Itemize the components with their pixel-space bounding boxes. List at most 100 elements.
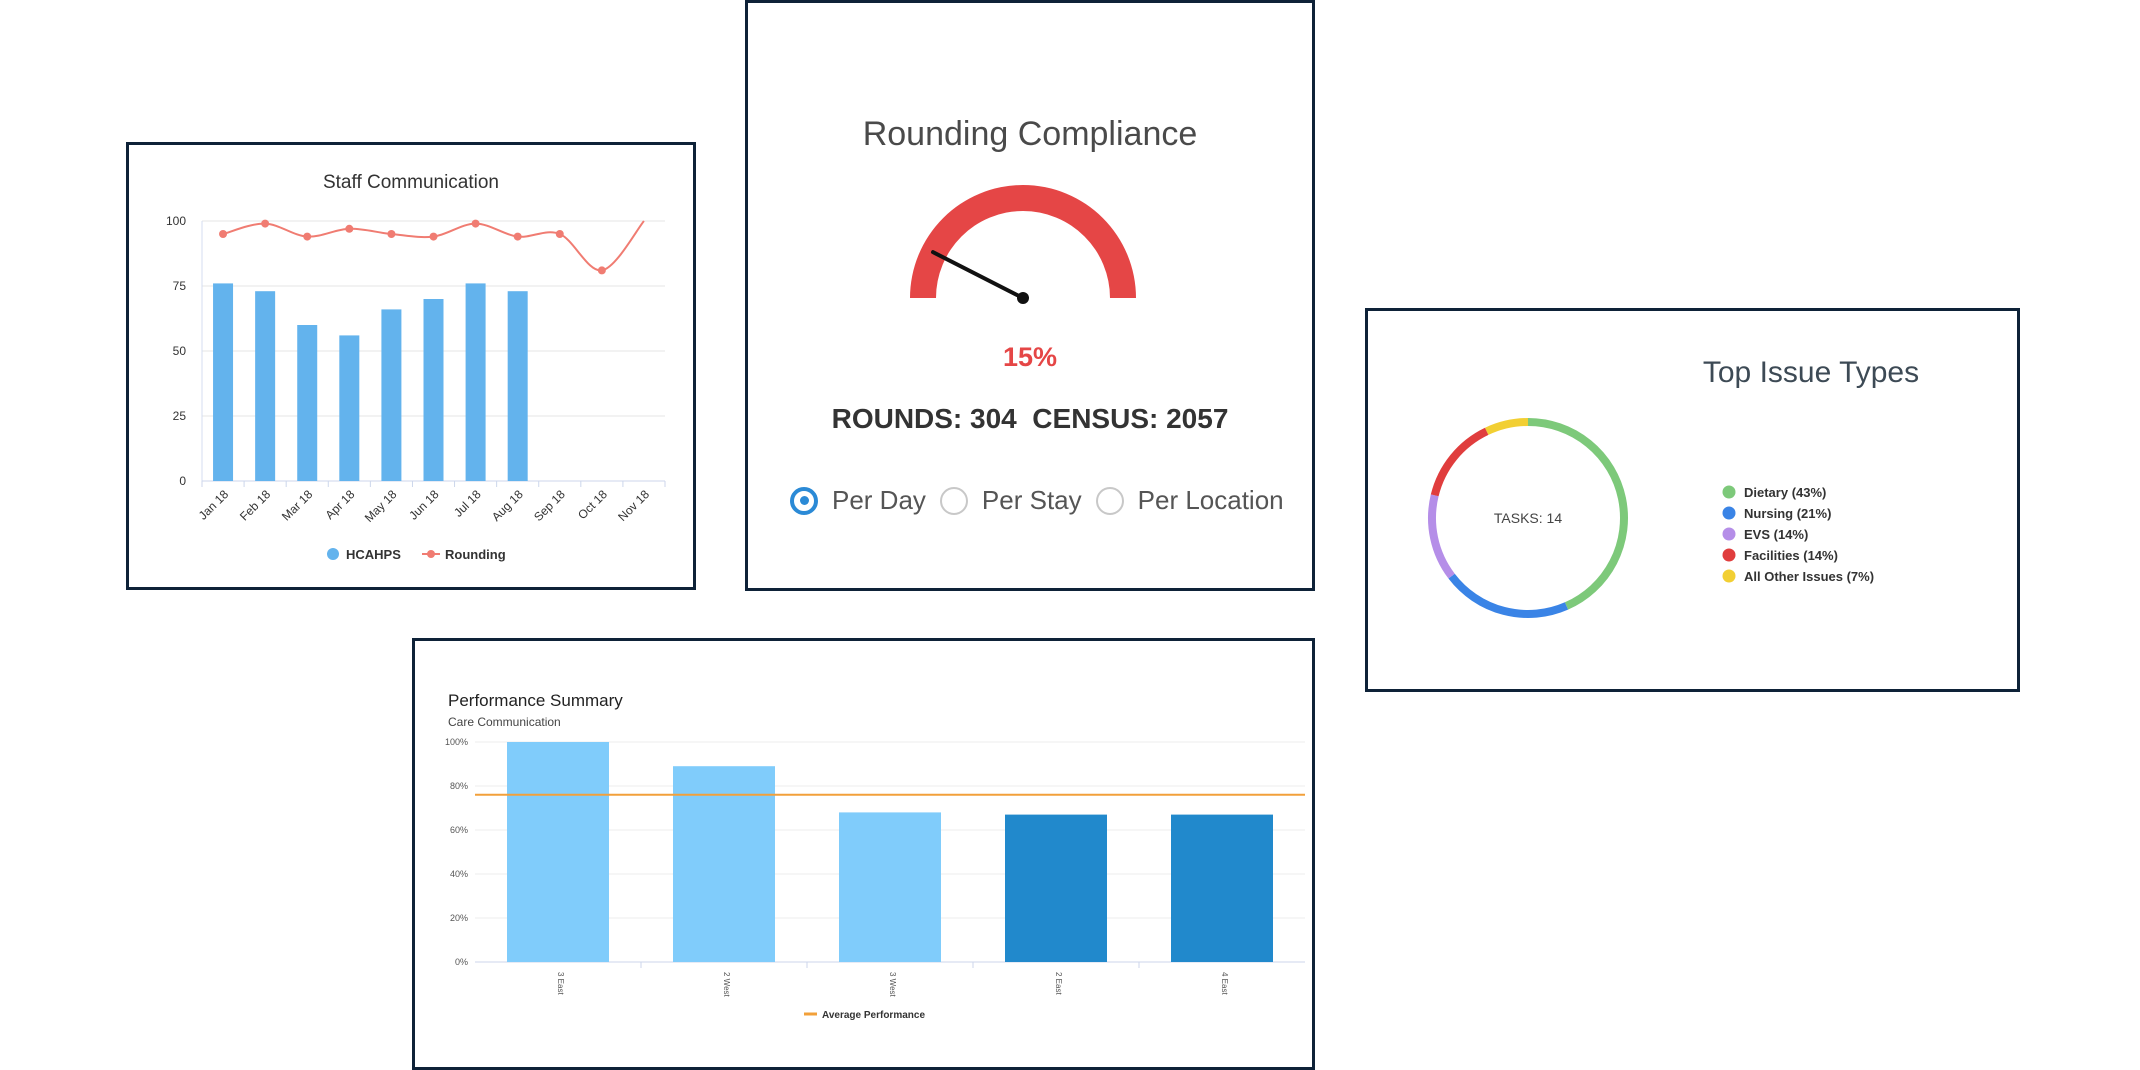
rounding-compliance-card: Rounding Compliance 15% ROUNDS: 304 CENS… — [745, 0, 1315, 591]
donut-slice — [1430, 427, 1489, 497]
perf-x-tick-label: 4 East — [1220, 972, 1229, 995]
perf-bar — [839, 812, 941, 962]
hcahps-bar — [255, 291, 276, 481]
rounding-legend-label: Rounding — [445, 547, 506, 562]
perf-y-tick-label: 80% — [450, 781, 468, 791]
hcahps-legend-label: HCAHPS — [346, 547, 401, 562]
gauge-needle-hub — [1017, 292, 1029, 304]
issue-legend-label: All Other Issues (7%) — [1744, 569, 1874, 584]
perf-x-tick-label: 3 East — [556, 972, 565, 995]
staff-x-tick-label: Apr 18 — [323, 487, 358, 522]
hcahps-bar — [381, 309, 402, 481]
issue-legend-marker — [1722, 527, 1736, 541]
issue-legend-label: Nursing (21%) — [1744, 506, 1831, 521]
staff-y-tick-label: 100 — [166, 214, 186, 228]
issue-legend-label: EVS (14%) — [1744, 527, 1808, 542]
staff-y-tick-label: 0 — [179, 474, 186, 488]
performance-chart: 0% 20% 40% 60% 80% 100% 3 East 2 West 3 West 2 Ea… — [445, 737, 1305, 1021]
per-location-label: Per Location — [1137, 485, 1284, 515]
issue-legend-marker — [1722, 569, 1736, 583]
perf-y-tick-label: 0% — [455, 957, 468, 967]
perf-bar — [507, 742, 609, 962]
perf-y-tick-label: 60% — [450, 825, 468, 835]
perf-y-tick-label: 40% — [450, 869, 468, 879]
staff-x-tick-label: Sep 18 — [531, 487, 568, 524]
rounding-point — [261, 219, 270, 228]
perf-x-tick-label: 3 West — [888, 972, 897, 998]
hcahps-bar — [297, 325, 318, 481]
rounding-percent: 15% — [1002, 342, 1058, 372]
hcahps-bar — [339, 335, 360, 481]
gauge-arc — [910, 185, 1136, 298]
average-legend-label: Average Performance — [822, 1010, 925, 1021]
donut-slice — [1485, 418, 1529, 435]
rounding-point — [471, 219, 480, 228]
rounding-point — [303, 232, 312, 241]
staff-communication-chart: 0 25 50 75 100 Jan 18 Feb 18 Mar 18 Apr 18 May 18… — [166, 214, 666, 562]
rounding-point — [555, 230, 564, 238]
staff-x-tick-label: Jan 18 — [196, 487, 232, 523]
issue-legend-label: Facilities (14%) — [1744, 548, 1838, 563]
donut-slice — [1448, 573, 1569, 618]
issue-legend-marker — [1722, 548, 1736, 562]
staff-x-tick-label: Feb 18 — [237, 487, 274, 524]
perf-subtitle: Care Communication — [448, 715, 561, 729]
per-stay-label: Per Stay — [981, 485, 1082, 515]
staff-y-tick-label: 50 — [173, 344, 187, 358]
staff-chart-title: Staff Communication — [322, 172, 499, 193]
staff-x-tick-label: Mar 18 — [279, 487, 316, 524]
rounding-point — [429, 232, 438, 241]
hcahps-bar — [507, 291, 528, 481]
donut-slice — [1527, 418, 1628, 610]
rounding-gauge — [910, 185, 1136, 304]
staff-x-tick-label: Jun 18 — [406, 487, 442, 523]
gauge-needle — [931, 250, 1025, 300]
donut-center-label: TASKS: 14 — [1494, 510, 1562, 526]
staff-x-tick-label: May 18 — [362, 487, 400, 525]
rounding-period-options: Per Day Per Stay Per Location — [790, 485, 1298, 516]
rounding-point — [513, 232, 522, 241]
rounding-line — [222, 220, 645, 272]
performance-summary-card: Performance Summary Care Communication 0… — [412, 638, 1315, 1070]
per-location-radio[interactable] — [1095, 486, 1124, 515]
issue-legend-label: Dietary (43%) — [1744, 485, 1826, 500]
staff-communication-card: Staff Communication 0 25 50 75 100 Jan 18 Feb … — [126, 142, 696, 590]
per-stay-radio[interactable] — [939, 486, 968, 515]
staff-x-tick-label: Oct 18 — [575, 487, 610, 522]
staff-y-tick-label: 75 — [173, 279, 187, 293]
perf-x-tick-label: 2 East — [1054, 972, 1063, 995]
perf-y-tick-label: 20% — [450, 913, 468, 923]
issues-title: Top Issue Types — [1702, 356, 1920, 389]
staff-x-tick-label: Nov 18 — [615, 487, 652, 524]
per-day-option[interactable]: Per Day — [790, 485, 926, 516]
issue-donut-chart: TASKS: 14 Dietary (43%) Nursing (21%) EVS (… — [1428, 418, 1874, 618]
perf-bar — [673, 766, 775, 962]
rounding-point — [219, 230, 228, 238]
perf-bar — [1171, 814, 1273, 962]
top-issue-types-card: Top Issue Types TASKS: 14 Dietary (43%) Nu… — [1365, 308, 2020, 692]
hcahps-bar — [465, 283, 486, 481]
staff-x-tick-label: Aug 18 — [489, 487, 526, 524]
per-day-radio[interactable] — [790, 486, 818, 515]
hcahps-legend-marker — [327, 548, 339, 560]
rounding-legend-marker — [427, 550, 435, 558]
staff-y-tick-label: 25 — [173, 409, 187, 423]
rounding-stats: ROUNDS: 304 CENSUS: 2057 — [831, 403, 1229, 434]
per-stay-option[interactable]: Per Stay — [939, 485, 1082, 516]
hcahps-bar — [423, 299, 444, 481]
issue-legend-marker — [1722, 485, 1736, 499]
rounding-point — [387, 230, 396, 238]
perf-bar — [1005, 814, 1107, 962]
donut-slice — [1428, 494, 1455, 579]
per-day-label: Per Day — [832, 485, 926, 515]
per-location-option[interactable]: Per Location — [1095, 485, 1284, 516]
staff-x-tick-label: Jul 18 — [451, 487, 484, 520]
perf-x-tick-label: 2 West — [722, 972, 731, 998]
issue-legend-marker — [1722, 506, 1736, 520]
perf-y-tick-label: 100% — [445, 737, 468, 747]
rounding-title: Rounding Compliance — [862, 115, 1198, 153]
hcahps-bar — [213, 283, 234, 481]
rounding-point — [597, 266, 606, 275]
rounding-point — [345, 224, 354, 233]
perf-title: Performance Summary — [448, 691, 623, 710]
